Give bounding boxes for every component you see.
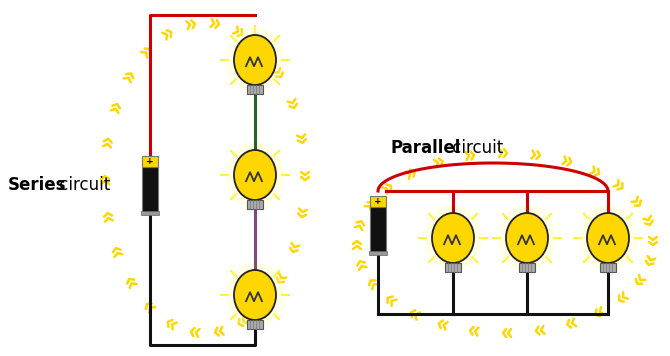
Ellipse shape bbox=[234, 270, 276, 320]
Bar bbox=[370, 196, 386, 207]
Text: +: + bbox=[146, 157, 154, 166]
Text: circuit: circuit bbox=[54, 176, 111, 194]
Bar bbox=[142, 156, 158, 167]
Ellipse shape bbox=[432, 213, 474, 263]
Bar bbox=[445, 263, 461, 272]
Bar bbox=[141, 211, 159, 215]
Bar bbox=[247, 320, 263, 329]
Bar bbox=[142, 167, 158, 214]
Ellipse shape bbox=[234, 35, 276, 85]
Ellipse shape bbox=[234, 150, 276, 200]
Text: +: + bbox=[374, 197, 382, 206]
Bar bbox=[369, 251, 387, 255]
Text: circuit: circuit bbox=[447, 139, 503, 157]
Ellipse shape bbox=[579, 205, 637, 271]
Bar bbox=[247, 85, 263, 94]
Bar bbox=[370, 207, 386, 254]
Bar bbox=[247, 200, 263, 209]
Ellipse shape bbox=[226, 142, 284, 208]
Bar bbox=[519, 263, 535, 272]
Ellipse shape bbox=[587, 213, 629, 263]
Ellipse shape bbox=[498, 205, 556, 271]
Bar bbox=[600, 263, 616, 272]
Ellipse shape bbox=[506, 213, 548, 263]
Ellipse shape bbox=[226, 262, 284, 328]
Ellipse shape bbox=[226, 27, 284, 93]
Text: Series: Series bbox=[8, 176, 66, 194]
Ellipse shape bbox=[424, 205, 482, 271]
Text: Parallel: Parallel bbox=[390, 139, 460, 157]
